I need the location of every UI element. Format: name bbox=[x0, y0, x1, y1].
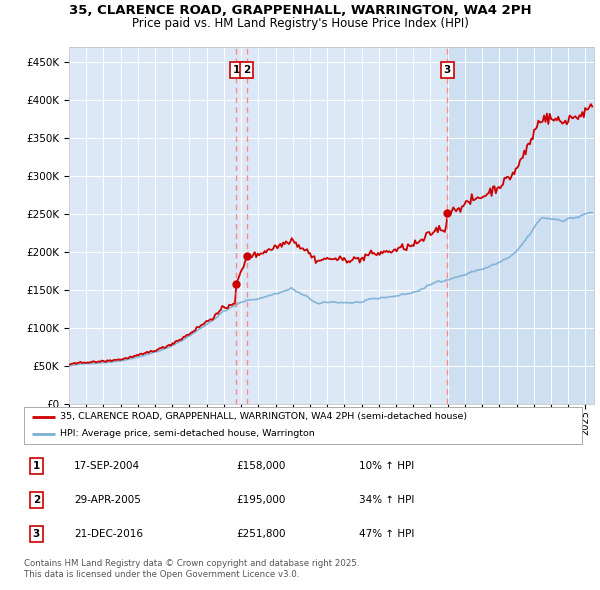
Text: Contains HM Land Registry data © Crown copyright and database right 2025.
This d: Contains HM Land Registry data © Crown c… bbox=[24, 559, 359, 579]
Text: 3: 3 bbox=[444, 65, 451, 76]
Text: £195,000: £195,000 bbox=[236, 495, 286, 505]
Text: 47% ↑ HPI: 47% ↑ HPI bbox=[359, 529, 414, 539]
Text: 29-APR-2005: 29-APR-2005 bbox=[74, 495, 141, 505]
Text: Price paid vs. HM Land Registry's House Price Index (HPI): Price paid vs. HM Land Registry's House … bbox=[131, 17, 469, 30]
Text: HPI: Average price, semi-detached house, Warrington: HPI: Average price, semi-detached house,… bbox=[60, 429, 315, 438]
Text: 2: 2 bbox=[32, 495, 40, 505]
Text: 10% ↑ HPI: 10% ↑ HPI bbox=[359, 461, 414, 471]
Text: 35, CLARENCE ROAD, GRAPPENHALL, WARRINGTON, WA4 2PH (semi-detached house): 35, CLARENCE ROAD, GRAPPENHALL, WARRINGT… bbox=[60, 412, 467, 421]
Text: 34% ↑ HPI: 34% ↑ HPI bbox=[359, 495, 414, 505]
Text: 21-DEC-2016: 21-DEC-2016 bbox=[74, 529, 143, 539]
Text: 1: 1 bbox=[233, 65, 240, 76]
Text: 3: 3 bbox=[32, 529, 40, 539]
Text: 2: 2 bbox=[243, 65, 250, 76]
Text: 35, CLARENCE ROAD, GRAPPENHALL, WARRINGTON, WA4 2PH: 35, CLARENCE ROAD, GRAPPENHALL, WARRINGT… bbox=[68, 4, 532, 17]
Text: £251,800: £251,800 bbox=[236, 529, 286, 539]
Text: 17-SEP-2004: 17-SEP-2004 bbox=[74, 461, 140, 471]
Bar bbox=[448, 47, 594, 404]
Text: 1: 1 bbox=[32, 461, 40, 471]
Text: £158,000: £158,000 bbox=[236, 461, 286, 471]
